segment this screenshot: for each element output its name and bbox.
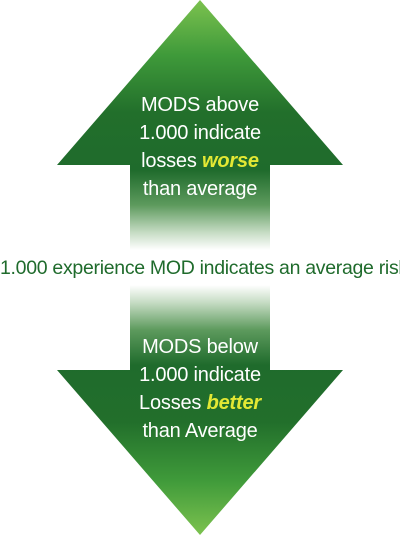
down-arrow-line-3-prefix: Losses bbox=[139, 392, 207, 414]
up-arrow-line-1: MODS above bbox=[140, 94, 260, 116]
up-arrow-line-3: losses worse bbox=[120, 147, 280, 175]
worse-emphasis: worse bbox=[202, 150, 259, 172]
up-arrow-line-4: than average bbox=[142, 178, 258, 200]
better-emphasis: better bbox=[206, 392, 262, 414]
up-arrow-line-2: 1.000 indicate bbox=[139, 122, 261, 144]
average-risk-statement: 1.000 experience MOD indicates an averag… bbox=[0, 257, 400, 279]
down-arrow-line-2: 1.000 indicate bbox=[139, 364, 261, 386]
down-arrow-line-3: Losses better bbox=[120, 389, 280, 417]
down-arrow bbox=[57, 285, 343, 535]
down-arrow-line-1: MODS below bbox=[142, 336, 258, 358]
up-arrow-line-3-prefix: losses bbox=[141, 150, 203, 172]
up-arrow-text: MODS above 1.000 indicate losses worse t… bbox=[120, 91, 280, 203]
down-arrow-line-4: than Average bbox=[142, 420, 258, 442]
up-arrow bbox=[57, 0, 343, 250]
down-arrow-text: MODS below 1.000 indicate Losses better … bbox=[120, 333, 280, 445]
